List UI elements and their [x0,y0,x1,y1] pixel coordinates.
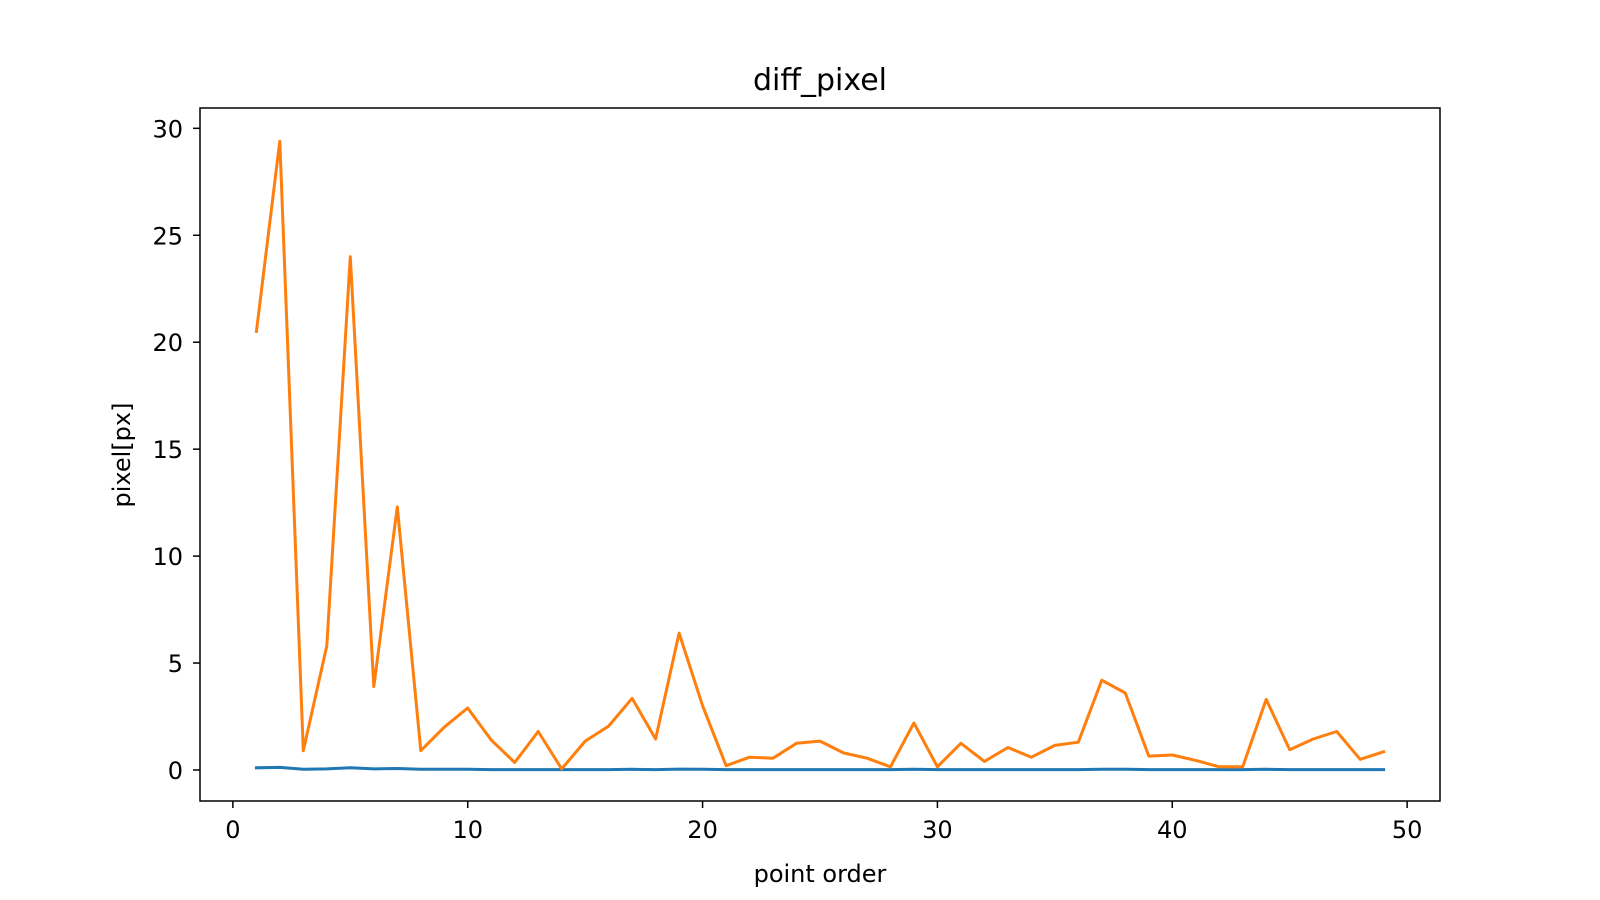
y-tick-label: 25 [152,222,183,250]
x-tick-label: 40 [1157,816,1188,844]
y-tick-label: 5 [168,650,183,678]
series-line-2 [254,139,1386,771]
y-tick-label: 20 [152,329,183,357]
x-tick-label: 20 [687,816,718,844]
series-layer [254,139,1386,772]
y-tick-label: 10 [152,543,183,571]
y-tick-label: 0 [168,757,183,785]
x-tick-label: 10 [452,816,483,844]
y-axis-label: pixel[px] [108,403,136,508]
axes-frame [199,107,1441,802]
y-tick-label: 15 [152,436,183,464]
x-tick-label: 0 [225,816,240,844]
x-axis-ticks: 0 10 20 30 40 50 [225,801,1422,844]
y-tick-label: 30 [152,115,183,143]
x-tick-label: 30 [922,816,953,844]
x-tick-label: 50 [1392,816,1423,844]
chart-title: diff_pixel [753,63,887,98]
series-line-1 [254,765,1386,772]
y-axis-ticks: 0 5 10 15 20 25 30 [152,115,200,785]
plot-area [199,107,1441,802]
x-axis-label: point order [754,860,887,888]
